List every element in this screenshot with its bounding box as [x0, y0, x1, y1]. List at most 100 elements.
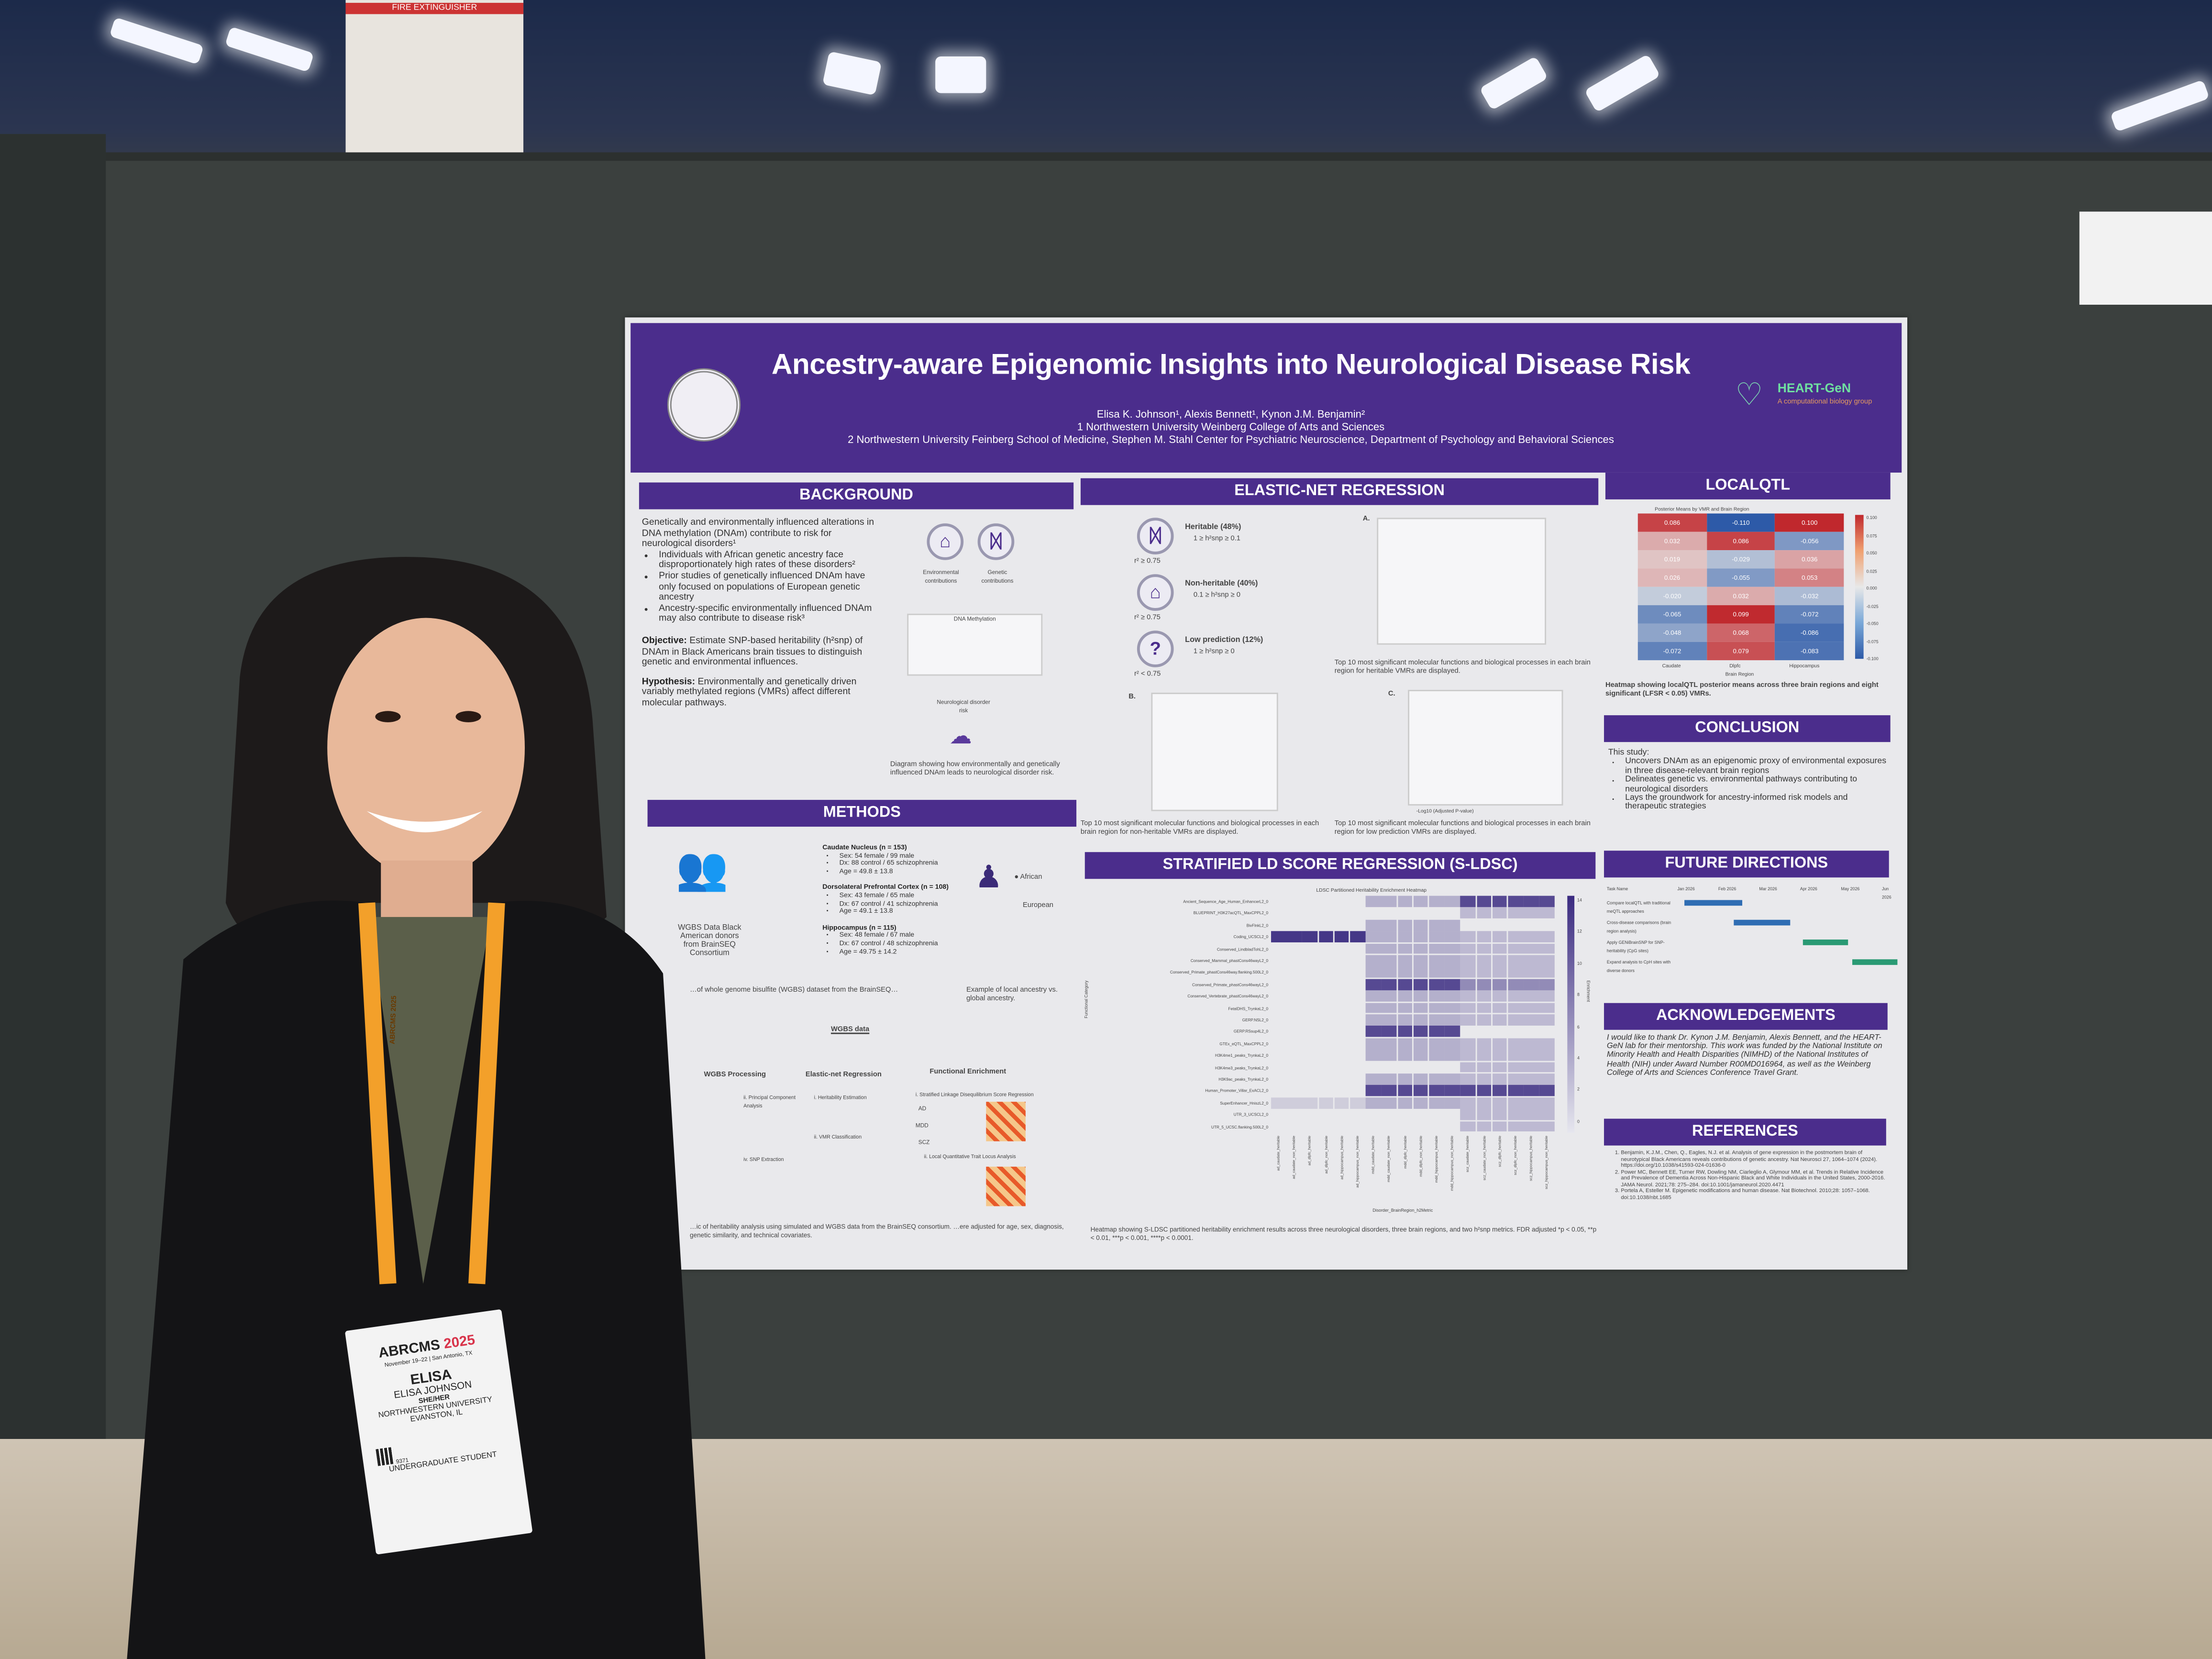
gantt-month: Apr 2026: [1800, 885, 1817, 892]
sldsc-cell: [1413, 919, 1428, 931]
sldsc-caption: Heatmap showing S-LDSC partitioned herit…: [1090, 1226, 1597, 1242]
sldsc-row-label: BLUEPRINT_H3K27acQTL_MaxCPPL2_0: [1193, 910, 1269, 917]
colorbar-tick: 0.025: [1866, 567, 1877, 574]
sldsc-cell: [1476, 907, 1492, 919]
sldsc-cell: [1492, 967, 1507, 978]
sldsc-cell: [1382, 1038, 1397, 1049]
sldsc-cell: [1429, 1085, 1444, 1096]
background-bullet: Individuals with African genetic ancestr…: [659, 550, 882, 571]
heatmap-cell: -0.032: [1775, 586, 1844, 606]
sldsc-cell: [1476, 990, 1492, 1002]
heatmap-cell: -0.072: [1637, 641, 1707, 661]
heatmap-cell: 0.032: [1637, 531, 1707, 551]
person-ancestry-icon: ♟: [974, 859, 1003, 895]
sldsc-cell: [1429, 967, 1444, 978]
sldsc-cell: [1460, 967, 1476, 978]
dna-icon: ᛞ: [977, 523, 1015, 560]
sldsc-col-label: mdd_caudate_non_heritable: [1387, 1135, 1392, 1182]
sldsc-cell: [1445, 1073, 1460, 1085]
sldsc-cell: [1429, 1073, 1444, 1085]
sldsc-cell: [1524, 907, 1539, 919]
sldsc-cell: [1413, 1014, 1428, 1026]
region-name: Caudate Nucleus (n = 153): [822, 845, 907, 852]
sldsc-col-label: mdd_dlpfc_heritable: [1403, 1135, 1407, 1169]
sldsc-cell: [1445, 1026, 1460, 1038]
sldsc-cell: [1334, 931, 1349, 942]
sldsc-col-label: scz_caudate_heritable: [1466, 1135, 1471, 1172]
heatmap-cell: 0.100: [1775, 513, 1844, 532]
heatmap-cell: -0.029: [1706, 550, 1775, 569]
gantt-month: Feb 2026: [1718, 885, 1736, 892]
sldsc-row-label: H3K4me1_peaks_TrynkaL2_0: [1215, 1052, 1269, 1059]
elastic-net-header: ELASTIC-NET REGRESSION: [1080, 478, 1599, 505]
x-tick: Caudate: [1662, 663, 1681, 669]
sldsc-cell: [1413, 1097, 1428, 1108]
gantt-month: Task Name: [1606, 885, 1628, 892]
heatmap-cell: -0.086: [1775, 623, 1844, 642]
elastic-net-panel: A. Top 10 most significant molecular fun…: [1081, 512, 1598, 851]
heatmap-cell: 0.019: [1637, 550, 1707, 569]
brain-icon: ☁: [949, 725, 972, 749]
disorder-label: SCZ: [918, 1138, 930, 1146]
x-tick: Hippocampus: [1789, 663, 1820, 669]
class-label: Low prediction (12%): [1185, 636, 1263, 645]
colorbar-tick: 0.000: [1866, 585, 1877, 591]
sldsc-cell: [1366, 1026, 1381, 1038]
sldsc-row-label: UTR_5_UCSC.flanking.500L2_0: [1211, 1124, 1269, 1129]
sldsc-cell: [1492, 931, 1507, 942]
gantt-task-label: Compare localQTL with traditional meQTL …: [1606, 900, 1670, 914]
sldsc-cell: [1524, 1002, 1539, 1014]
sldsc-cell: [1539, 1073, 1555, 1085]
class-range: 1 ≥ h²snp ≥ 0.1: [1193, 534, 1241, 543]
sldsc-col-label: mdd_caudate_heritable: [1371, 1135, 1376, 1174]
sldsc-cell: [1382, 919, 1397, 931]
sldsc-cell: [1492, 907, 1507, 919]
wgbs-data-label: WGBS data: [830, 1025, 870, 1034]
sldsc-cell: [1508, 967, 1523, 978]
background-text: Genetically and environmentally influenc…: [642, 518, 882, 709]
sldsc-cell: [1492, 990, 1507, 1002]
reference-item: Benjamin, K.J.M., Chen, Q., Eagles, N.J.…: [1621, 1150, 1889, 1169]
sldsc-cell: [1476, 1038, 1492, 1049]
sldsc-cell: [1508, 1121, 1523, 1132]
heatmap-cell: -0.072: [1775, 605, 1844, 624]
colorbar-tick: -0.050: [1866, 620, 1879, 627]
objective-label: Objective:: [641, 636, 687, 646]
acknowledgements-header: ACKNOWLEDGEMENTS: [1604, 1003, 1888, 1030]
sldsc-cell: [1539, 1014, 1555, 1026]
sldsc-cell: [1397, 979, 1413, 990]
sldsc-cell: [1429, 943, 1444, 954]
sldsc-cell: [1524, 967, 1539, 978]
poster-title-banner: Ancestry-aware Epigenomic Insights into …: [630, 323, 1902, 473]
sldsc-cell: [1397, 896, 1413, 907]
sldsc-cell: [1476, 896, 1492, 907]
sldsc-cell: [1492, 1014, 1507, 1026]
lab-name: HEART-GeN: [1777, 381, 1851, 395]
pillar: FIRE EXTINGUISHER: [345, 0, 524, 164]
step-label: Functional Enrichment: [929, 1068, 1006, 1077]
localqtl-heatmap: 0.086 -0.110 0.100 0.032 0.086 -0.056 0.019 -0.…: [1637, 513, 1879, 662]
sldsc-cell: [1476, 1062, 1492, 1073]
sldsc-cell: [1524, 1038, 1539, 1049]
gantt-bar: [1803, 940, 1848, 945]
question-icon: ?: [1137, 630, 1174, 667]
panel-label: B.: [1128, 692, 1136, 701]
sldsc-cell: [1508, 1038, 1523, 1049]
sldsc-col-label: ad_caudate_heritable: [1276, 1135, 1281, 1171]
localqtl-caption: Heatmap showing localQTL posterior means…: [1605, 681, 1879, 698]
panel-label: C.: [1388, 690, 1395, 698]
region-stat: Dx: 88 control / 65 schizophrenia: [840, 861, 978, 868]
caption-b: Top 10 most significant molecular functi…: [1080, 819, 1319, 837]
cohort-label: WGBS Data Black American donors from Bra…: [678, 924, 741, 958]
class-range: 0.1 ≥ h²snp ≥ 0: [1193, 591, 1241, 600]
sldsc-cell: [1382, 1085, 1397, 1096]
sldsc-cell: [1524, 1050, 1539, 1061]
localqtl-x-ticks: Caudate Dlpfc Hippocampus: [1638, 662, 1844, 670]
region-stat: Sex: 48 female / 67 male: [840, 933, 978, 940]
region-stat: Age = 49.1 ± 13.8: [840, 909, 978, 917]
panel-label: A.: [1362, 515, 1370, 524]
sldsc-cell: [1445, 1038, 1460, 1049]
sldsc-cell: [1508, 1002, 1523, 1014]
heatmap-cell: 0.053: [1775, 568, 1844, 587]
sldsc-cell: [1318, 1097, 1334, 1108]
